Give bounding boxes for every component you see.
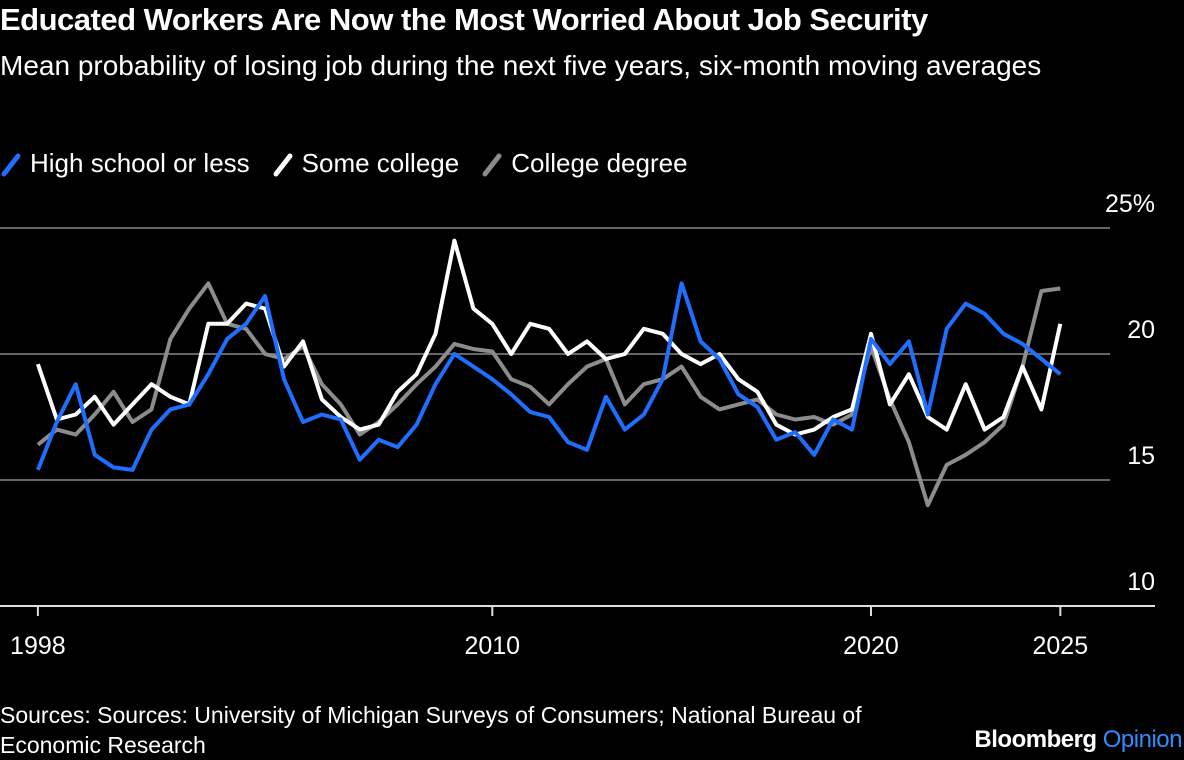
legend: High school or less Some college College d… — [0, 148, 688, 179]
legend-swatch — [482, 153, 502, 176]
legend-item: College degree — [481, 148, 688, 179]
legend-swatch — [1, 153, 21, 176]
legend-label: High school or less — [30, 148, 250, 178]
series-line — [36, 238, 1063, 437]
x-tick-label: 2010 — [464, 632, 520, 660]
y-tick-label: 20 — [1127, 316, 1155, 344]
legend-line — [273, 153, 293, 176]
legend-item: High school or less — [0, 148, 250, 179]
legend-label: College degree — [511, 148, 688, 178]
logo: Bloomberg Opinion — [974, 726, 1182, 754]
series-line — [36, 281, 1062, 472]
legend-label: Some college — [301, 148, 460, 178]
chart-subtitle: Mean probability of losing job during th… — [0, 50, 1042, 81]
legend-swatch — [273, 153, 293, 176]
legend-line — [482, 153, 502, 176]
y-tick-label: 25% — [1105, 190, 1155, 218]
legend-line — [1, 153, 21, 176]
y-tick-label: 15 — [1127, 442, 1155, 470]
legend-item: Some college — [272, 148, 460, 179]
logo-suffix: Opinion — [1102, 726, 1183, 753]
x-tick-label: 2025 — [1033, 632, 1089, 660]
logo-name: Bloomberg — [974, 726, 1097, 753]
y-tick-label: 10 — [1127, 568, 1155, 596]
source-note: Sources: Sources: University of Michigan… — [0, 702, 862, 758]
chart-title: Educated Workers Are Now the Most Worrie… — [0, 2, 928, 37]
x-tick-label: 2020 — [843, 632, 899, 660]
x-tick-label: 1998 — [10, 632, 66, 660]
